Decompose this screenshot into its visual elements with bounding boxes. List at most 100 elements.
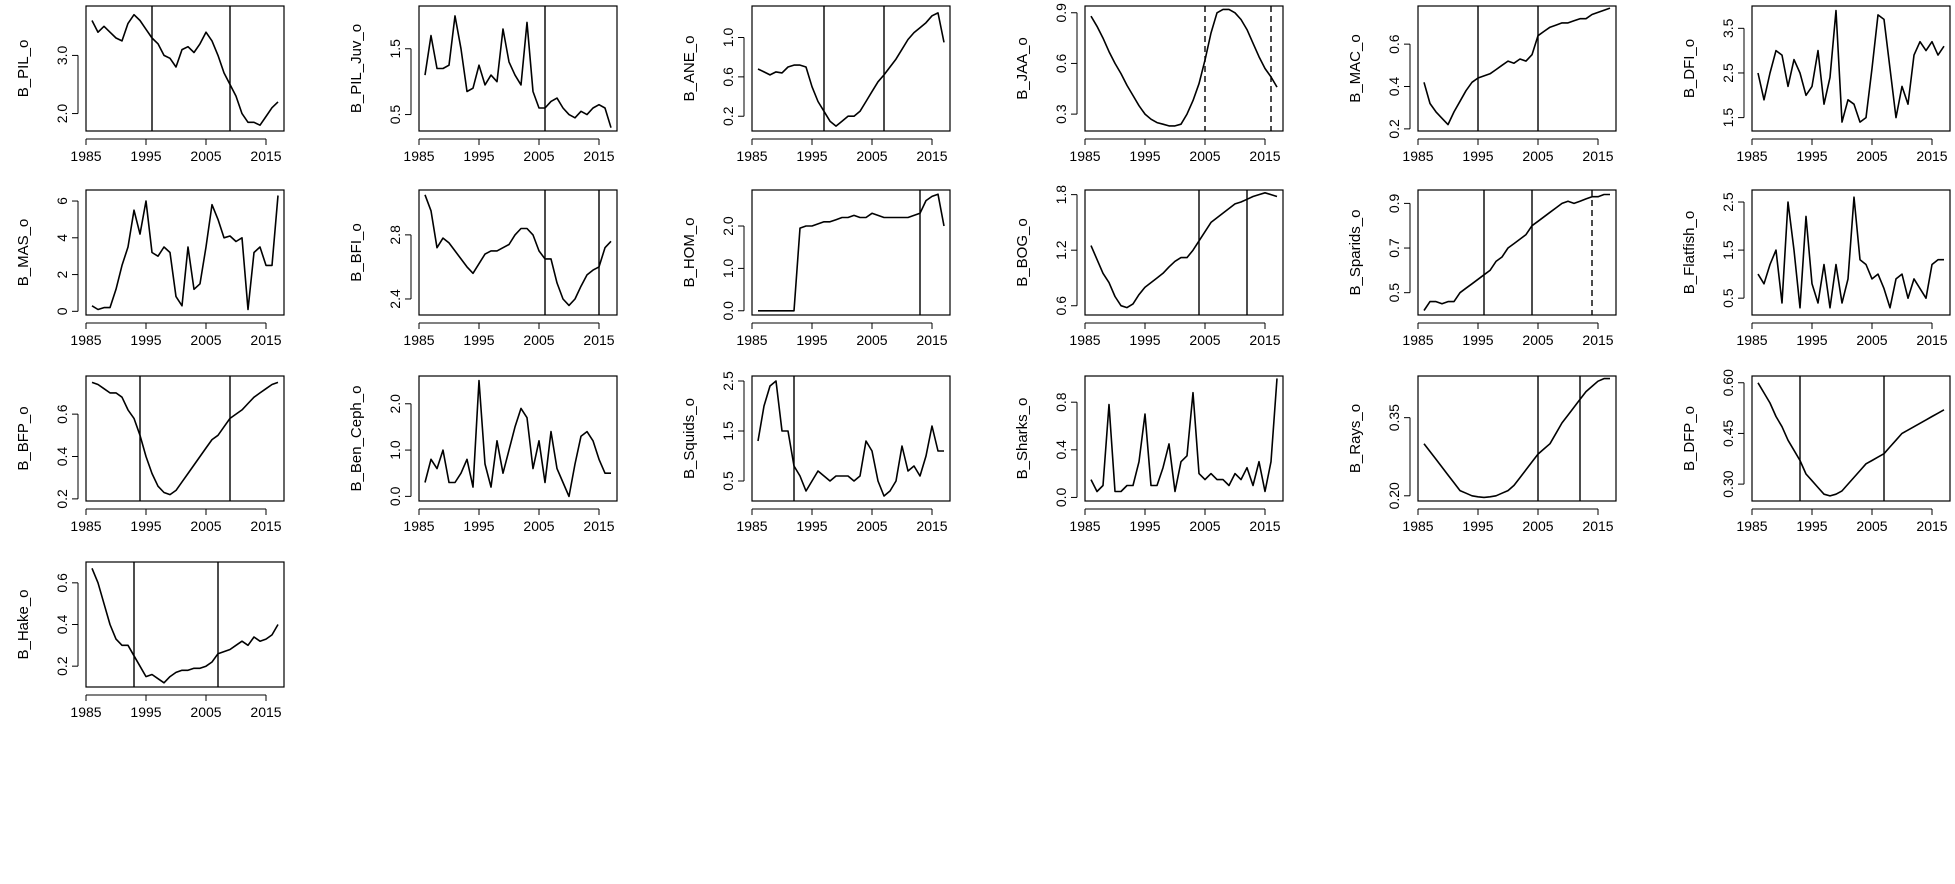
x-tick-label: 1995 <box>1796 148 1827 164</box>
plot-frame <box>85 5 285 132</box>
y-axis-title: B_Squids_o <box>681 398 698 479</box>
y-tick-label: 2.5 <box>1720 192 1736 212</box>
series-line <box>424 379 611 498</box>
y-tick-label: 6 <box>54 197 70 205</box>
x-tick-label: 2005 <box>1522 148 1553 164</box>
x-tick-label: 2015 <box>583 148 614 164</box>
x-tick-label: 2005 <box>1522 332 1553 348</box>
series-line <box>757 12 945 127</box>
y-tick-label: 0.4 <box>54 447 70 467</box>
panel-B_Ben_Ceph_o: 1985 1995 2005 2015 0.0 1.0 2.0 B_Ben_Ceph_o <box>348 375 618 534</box>
x-tick-label: 2005 <box>190 518 221 534</box>
y-tick-label: 0.60 <box>1720 369 1736 396</box>
panel-B_DFI_o: 1985 1995 2005 2015 1.5 2.5 3.5 B_DFI_o <box>1681 5 1951 164</box>
x-tick-label: 1995 <box>463 332 494 348</box>
panel-B_Sparids_o: 1985 1995 2005 2015 0.5 0.7 0.9 B_Sparids_o <box>1347 189 1617 348</box>
x-tick-label: 2015 <box>916 518 947 534</box>
plot-frame <box>1084 5 1284 132</box>
y-axis-title: B_BOG_o <box>1014 218 1031 286</box>
y-tick-label: 2.0 <box>54 104 70 124</box>
series-line <box>1423 377 1610 499</box>
panel-B_Flatfish_o: 1985 1995 2005 2015 0.5 1.5 2.5 B_Flatfish_o <box>1681 189 1951 348</box>
plot-frame <box>1417 189 1617 316</box>
y-tick-label: 0.0 <box>1053 487 1069 507</box>
x-tick-label: 2005 <box>190 332 221 348</box>
x-tick-label: 2005 <box>190 704 221 720</box>
x-tick-label: 2015 <box>1916 332 1947 348</box>
x-tick-label: 1995 <box>1129 332 1160 348</box>
x-tick-label: 2005 <box>1856 148 1887 164</box>
y-tick-label: 0.6 <box>720 67 736 87</box>
x-tick-label: 2015 <box>1916 518 1947 534</box>
y-axis-title: B_Ben_Ceph_o <box>348 386 365 492</box>
x-tick-label: 2005 <box>1856 332 1887 348</box>
y-tick-label: 2.8 <box>387 225 403 245</box>
plot-frame <box>751 5 951 132</box>
x-tick-label: 2015 <box>1249 518 1280 534</box>
series-line <box>757 380 944 497</box>
y-tick-label: 1.5 <box>387 39 403 59</box>
plot-frame <box>1084 375 1284 502</box>
y-tick-label: 3.0 <box>54 45 70 65</box>
x-tick-label: 1985 <box>1069 518 1100 534</box>
x-tick-label: 2005 <box>856 148 887 164</box>
x-tick-label: 1995 <box>130 148 161 164</box>
y-tick-label: 0.6 <box>1053 53 1069 73</box>
panel-B_DFP_o: 1985 1995 2005 2015 0.30 0.45 0.60 B_DFP_o <box>1681 369 1951 534</box>
x-tick-label: 1985 <box>1736 148 1767 164</box>
y-axis-title: B_Sharks_o <box>1014 398 1031 480</box>
x-tick-label: 1995 <box>796 332 827 348</box>
x-tick-label: 1985 <box>1402 148 1433 164</box>
panel-B_BOG_o: 1985 1995 2005 2015 0.6 1.2 1.8 B_BOG_o <box>1014 185 1284 348</box>
y-tick-label: 0.2 <box>54 489 70 509</box>
series-line <box>91 195 279 311</box>
x-tick-label: 2015 <box>1249 332 1280 348</box>
x-tick-label: 2005 <box>856 518 887 534</box>
plot-frame <box>418 5 618 132</box>
y-tick-label: 0.6 <box>1053 296 1069 316</box>
x-tick-label: 1985 <box>70 148 101 164</box>
x-tick-label: 2015 <box>1582 518 1613 534</box>
x-tick-label: 1985 <box>1402 518 1433 534</box>
x-tick-label: 1985 <box>403 518 434 534</box>
plot-frame <box>418 375 618 502</box>
x-tick-label: 2015 <box>250 148 281 164</box>
plot-frame <box>1417 5 1617 132</box>
x-tick-label: 1995 <box>796 148 827 164</box>
x-tick-label: 1995 <box>1462 332 1493 348</box>
plot-frame <box>1084 189 1284 316</box>
y-tick-label: 2.5 <box>1720 63 1736 83</box>
y-tick-label: 0.0 <box>387 486 403 506</box>
y-tick-label: 1.5 <box>1720 240 1736 260</box>
x-tick-label: 1985 <box>736 332 767 348</box>
x-tick-label: 1995 <box>796 518 827 534</box>
y-tick-label: 0.6 <box>54 573 70 593</box>
y-tick-label: 0.30 <box>1720 470 1736 497</box>
x-tick-label: 1985 <box>1402 332 1433 348</box>
series-line <box>1757 9 1945 123</box>
y-tick-label: 2 <box>54 270 70 278</box>
x-tick-label: 2015 <box>1582 332 1613 348</box>
x-tick-label: 2005 <box>523 148 554 164</box>
y-axis-title: B_BFP_o <box>15 406 32 470</box>
plot-frame <box>85 375 285 502</box>
y-axis-title: B_Rays_o <box>1347 404 1364 473</box>
series-line <box>91 381 279 496</box>
series-line <box>1423 193 1610 311</box>
plot-frame <box>418 189 618 316</box>
plot-frame <box>751 375 951 502</box>
series-line <box>1090 378 1278 493</box>
x-tick-label: 2005 <box>1189 518 1220 534</box>
x-tick-label: 1985 <box>70 332 101 348</box>
y-tick-label: 0.4 <box>1053 440 1069 460</box>
y-axis-title: B_Flatfish_o <box>1681 211 1698 294</box>
x-tick-label: 2005 <box>523 518 554 534</box>
panel-B_Squids_o: 1985 1995 2005 2015 0.5 1.5 2.5 B_Squids_o <box>681 371 951 534</box>
y-tick-label: 2.4 <box>387 289 403 309</box>
y-tick-label: 0.9 <box>1386 193 1402 213</box>
series-line <box>1090 8 1278 127</box>
y-tick-label: 1.2 <box>1053 240 1069 260</box>
x-tick-label: 2005 <box>190 148 221 164</box>
y-axis-title: B_MAC_o <box>1347 34 1364 102</box>
